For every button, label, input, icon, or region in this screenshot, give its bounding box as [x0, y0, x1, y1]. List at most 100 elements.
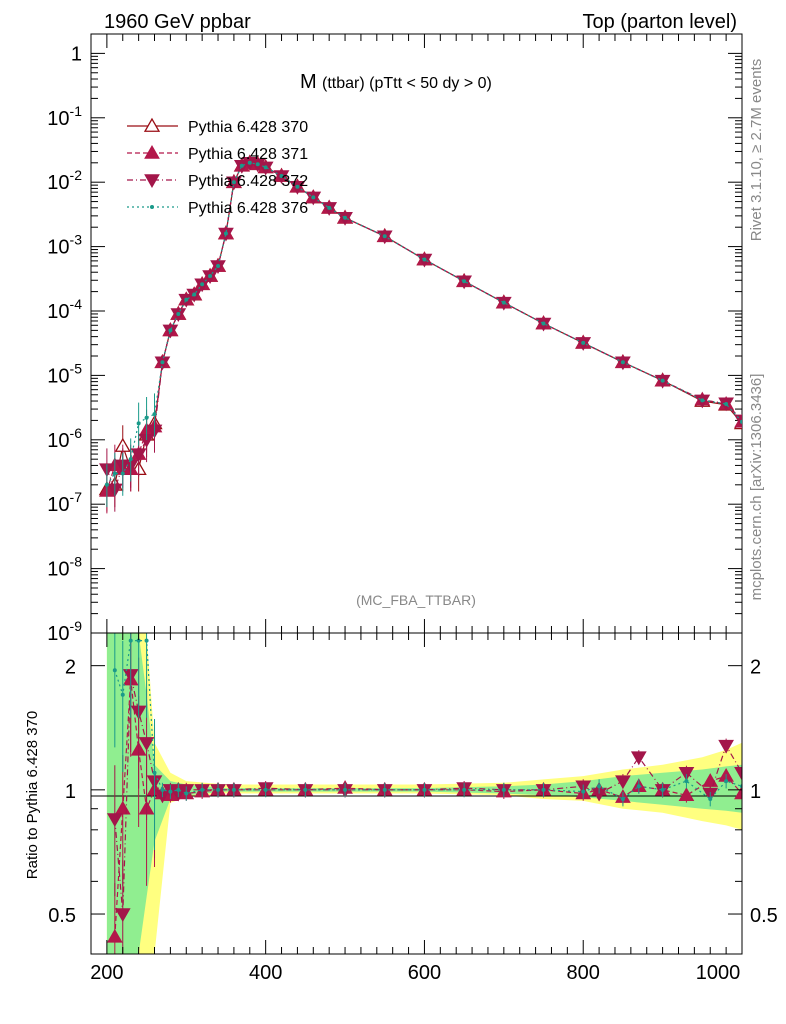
header-right-title: Top (parton level) [582, 11, 737, 33]
data-point [462, 787, 467, 792]
data-point [382, 234, 387, 239]
data-point [106, 928, 123, 943]
main-axis-ticks [91, 33, 743, 634]
ratio-series-3 [112, 633, 742, 850]
data-point [136, 421, 141, 426]
data-point [144, 144, 160, 159]
data-point [130, 448, 147, 463]
data-point [541, 787, 546, 792]
header-left-title: 1960 GeV ppbar [104, 11, 251, 33]
data-point [295, 184, 300, 189]
data-point [208, 273, 213, 278]
data-point [138, 737, 155, 751]
data-point [263, 787, 268, 792]
green-uncertainty-band [106, 633, 742, 954]
legend-label: Pythia 6.428 370 [188, 119, 308, 136]
ratio-series-line [114, 674, 742, 915]
data-point [128, 457, 133, 462]
data-point [176, 787, 181, 792]
data-point [311, 195, 316, 200]
y-tick-label: 10-3 [47, 232, 82, 259]
data-point [724, 401, 729, 406]
data-point [216, 787, 221, 792]
data-point [678, 767, 695, 781]
mcplots-label: mcplots.cern.ch [arXiv:1306.3436] [748, 374, 765, 601]
legend-label: Pythia 6.428 371 [188, 146, 308, 163]
data-point [660, 378, 665, 383]
data-point [620, 360, 625, 365]
ratio-y-tick-label: 2 [65, 657, 76, 679]
data-point [144, 174, 160, 189]
ratio-y-axis-label: Ratio to Pythia 6.428 370 [24, 711, 41, 879]
analysis-tag: (MC_FBA_TTBAR) [356, 592, 476, 608]
data-point [168, 789, 173, 794]
data-point [684, 779, 689, 784]
data-point [541, 321, 546, 326]
ratio-plot-frame [90, 632, 743, 955]
data-point [192, 292, 197, 297]
ratio-y-tick-label-right: 0.5 [750, 905, 778, 927]
data-point [144, 638, 149, 643]
y-tick-label: 10-6 [47, 425, 82, 452]
data-point [143, 117, 161, 132]
x-tick-label: 200 [90, 962, 123, 984]
data-point [184, 791, 189, 796]
data-point [734, 767, 742, 781]
data-point [700, 398, 705, 403]
data-point [581, 789, 586, 794]
data-point [128, 638, 133, 643]
data-point [160, 787, 165, 792]
data-point [620, 797, 625, 802]
legend-label: Pythia 6.428 376 [188, 200, 308, 217]
data-point [630, 751, 647, 766]
data-point [120, 471, 125, 476]
data-point [343, 215, 348, 220]
plot-title-main: M [300, 71, 317, 93]
x-tick-label: 400 [249, 962, 282, 984]
data-point [168, 328, 173, 333]
y-tick-label: 10-5 [47, 360, 82, 387]
data-point [160, 360, 165, 365]
ratio-series-1 [106, 633, 742, 954]
x-tick-label: 1000 [696, 962, 741, 984]
ratio-panel: 0.5 0.5 1 1 2 2 Ratio to Pythia 6.428 370 [24, 632, 778, 955]
data-point [184, 297, 189, 302]
data-point [597, 784, 602, 789]
data-point [114, 908, 131, 923]
series-4 [104, 160, 742, 508]
legend-label: Pythia 6.428 372 [188, 173, 308, 190]
y-tick-label: 10-7 [47, 489, 82, 516]
y-tick-label: 1 [71, 43, 82, 65]
y-tick-label: 10-2 [47, 167, 82, 194]
data-point [734, 414, 742, 429]
x-tick-label: 600 [408, 962, 441, 984]
data-point [708, 797, 713, 802]
data-point [327, 205, 332, 210]
data-point [279, 173, 284, 178]
data-point [144, 415, 149, 420]
data-point [660, 787, 665, 792]
main-y-tick-labels: 1 10-1 10-2 10-3 10-4 10-5 10-6 10-7 10-8 10-9 [47, 43, 82, 645]
data-point [740, 419, 742, 424]
data-point [106, 813, 123, 827]
data-point [247, 160, 252, 165]
main-series-group [98, 154, 742, 514]
data-point [382, 787, 387, 792]
x-tick-labels: 200 400 600 800 1000 [90, 962, 740, 984]
ratio-series-group [106, 633, 742, 954]
data-point [501, 300, 506, 305]
data-point [200, 787, 205, 792]
data-point [303, 787, 308, 792]
data-point [216, 263, 221, 268]
ratio-y-tick-labels: 0.5 0.5 1 1 2 2 [48, 657, 778, 927]
plot-title: M (ttbar) (pTtt < 50 dy > 0) [300, 71, 492, 93]
data-point [636, 784, 641, 789]
data-point [176, 311, 181, 316]
main-panel: 1 10-1 10-2 10-3 10-4 10-5 10-6 10-7 10-8 10-9 M … [47, 33, 743, 645]
data-point [231, 180, 236, 185]
data-point [581, 340, 586, 345]
data-point [136, 638, 141, 643]
data-point [200, 282, 205, 287]
ratio-y-tick-label-right: 2 [750, 657, 761, 679]
